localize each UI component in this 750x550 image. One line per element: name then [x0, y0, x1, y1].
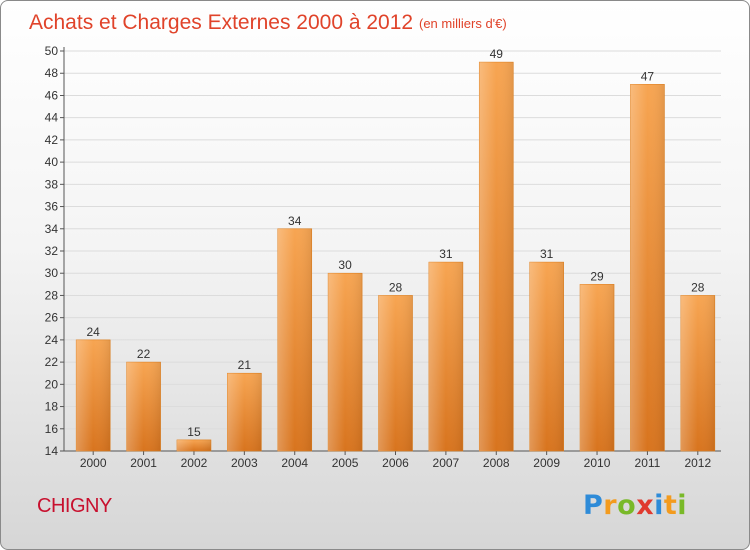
bar-shade [378, 295, 413, 451]
bar-shade [479, 62, 514, 451]
x-tick-label: 2008 [483, 456, 510, 470]
y-tick-label: 14 [45, 444, 59, 458]
grid-lines [64, 50, 721, 452]
y-tick-label: 24 [45, 333, 59, 347]
data-label: 34 [288, 214, 302, 228]
data-label: 29 [590, 269, 604, 283]
brand-letter: x [636, 490, 655, 521]
x-tick-label: 2003 [231, 456, 258, 470]
brand-letter: i [677, 490, 688, 521]
data-label: 15 [187, 425, 201, 439]
brand-letter: i [654, 490, 664, 521]
y-tick-label: 18 [45, 400, 59, 414]
chart-title: Achats et Charges Externes 2000 à 2012 [29, 11, 413, 34]
y-tick-label: 38 [45, 177, 59, 191]
bar-shade [176, 439, 211, 451]
y-tick-label: 36 [45, 200, 59, 214]
x-tick-label: 2011 [635, 456, 661, 470]
axes: 14 16 18 20 22 24 26 28 30 32 34 36 38 40 42 44 46 48 50 20… [45, 44, 721, 470]
x-tick-label: 2005 [332, 456, 359, 470]
y-tick-label: 34 [45, 222, 59, 236]
data-label: 47 [641, 69, 655, 83]
data-label: 21 [238, 358, 252, 372]
data-label: 30 [338, 258, 352, 272]
x-tick-label: 2002 [181, 456, 208, 470]
x-tick-label: 2001 [130, 456, 157, 470]
brand-logo: Proxiti [583, 490, 687, 521]
y-tick-label: 40 [45, 155, 59, 169]
data-label: 24 [87, 325, 101, 339]
y-tick-label: 30 [45, 266, 59, 280]
bar-shade [277, 228, 312, 451]
y-tick-label: 46 [45, 88, 59, 102]
y-tick-label: 22 [45, 355, 59, 369]
bar-shade [428, 262, 463, 451]
y-tick-label: 42 [45, 133, 59, 147]
y-tick-label: 50 [45, 44, 59, 58]
data-label: 28 [389, 280, 403, 294]
brand-letter: o [617, 490, 637, 521]
bar-shade [680, 295, 715, 451]
y-tick-label: 26 [45, 311, 59, 325]
x-tick-label: 2007 [433, 456, 460, 470]
y-tick-label: 48 [45, 66, 59, 80]
x-tick-label: 2012 [684, 456, 711, 470]
y-tick-label: 32 [45, 244, 59, 258]
brand-letter: P [583, 490, 604, 521]
x-tick-label: 2006 [382, 456, 409, 470]
y-tick-label: 16 [45, 422, 59, 436]
bar-shade [126, 362, 161, 451]
data-label: 28 [691, 280, 705, 294]
bar-shade [580, 284, 615, 451]
y-tick-label: 44 [45, 111, 59, 125]
bar-shade [76, 339, 111, 451]
bar-shade [630, 84, 665, 451]
chart-subtitle: (en milliers d'€) [419, 16, 507, 31]
data-label: 22 [137, 347, 151, 361]
x-tick-label: 2009 [533, 456, 560, 470]
place-name: CHIGNY [37, 495, 112, 517]
data-label: 49 [490, 47, 504, 61]
bars: 24 22 15 21 34 30 28 31 49 31 29 47 28 [75, 47, 716, 452]
x-tick-label: 2010 [584, 456, 611, 470]
y-tick-label: 20 [45, 377, 59, 391]
bar-shade [227, 373, 262, 451]
bar-shade [529, 262, 564, 451]
brand-letter: r [603, 490, 618, 521]
brand-letter: t [663, 490, 678, 521]
bar-shade [328, 273, 363, 451]
data-label: 31 [439, 247, 453, 261]
x-tick-label: 2000 [80, 456, 107, 470]
y-tick-label: 28 [45, 288, 59, 302]
data-label: 31 [540, 247, 554, 261]
x-tick-label: 2004 [281, 456, 308, 470]
